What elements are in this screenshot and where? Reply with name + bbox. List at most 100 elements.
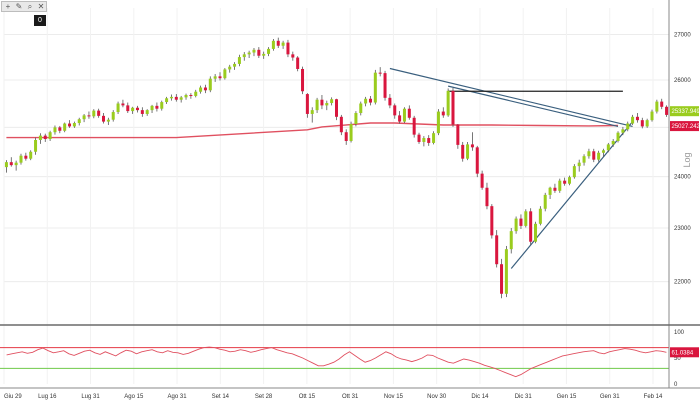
candle-up	[111, 112, 115, 120]
x-tick-label: Set 14	[212, 394, 230, 400]
candle-down	[519, 218, 523, 226]
candlestick-series	[4, 37, 669, 299]
oscillator-tick-label: 0	[674, 382, 678, 388]
candle-down	[102, 115, 106, 122]
zoom-icon[interactable]: ⌕	[27, 2, 33, 11]
candle-down	[665, 106, 669, 115]
candle-up	[179, 97, 183, 100]
candle-down	[456, 124, 460, 145]
x-tick-label: Ott 15	[299, 394, 316, 400]
candle-up	[208, 78, 212, 91]
x-tick-label: Ott 31	[342, 394, 359, 400]
candle-up	[82, 115, 86, 120]
candle-up	[14, 162, 18, 166]
candle-up	[145, 110, 149, 114]
candle-down	[9, 162, 13, 166]
trendline	[510, 121, 634, 269]
candle-down	[334, 99, 339, 117]
candle-down	[640, 120, 644, 127]
candle-down	[296, 57, 300, 69]
candle-up	[548, 187, 552, 195]
y-tick-label: 23000	[674, 226, 691, 232]
candle-down	[344, 132, 348, 141]
candle-down	[417, 134, 421, 142]
candle-down	[291, 54, 295, 58]
candle-up	[223, 69, 227, 79]
candle-up	[538, 208, 542, 224]
moving-average-layer	[6, 122, 619, 139]
candle-down	[301, 68, 305, 92]
candle-down	[276, 40, 280, 46]
candle-down	[393, 105, 397, 116]
candle-up	[402, 108, 406, 122]
candle-up	[432, 133, 436, 143]
candle-down	[529, 211, 533, 242]
candle-up	[131, 107, 135, 112]
candle-up	[160, 102, 164, 109]
candle-up	[106, 119, 110, 122]
candle-up	[262, 53, 266, 56]
candle-down	[174, 96, 178, 100]
candle-up	[567, 177, 571, 184]
candle-up	[354, 112, 358, 125]
candle-down	[189, 95, 193, 97]
x-tick-label: Nov 30	[427, 394, 447, 400]
candle-down	[218, 76, 222, 79]
last-price-tag-box	[670, 106, 699, 117]
candle-down	[470, 144, 474, 148]
candle-down	[660, 101, 664, 107]
candle-down	[485, 187, 489, 207]
crosshair-icon[interactable]: +	[5, 2, 11, 11]
candle-up	[587, 151, 591, 157]
candle-down	[320, 99, 324, 106]
candle-up	[242, 54, 246, 58]
oscillator-tick-label: 100	[674, 330, 685, 336]
candle-up	[271, 40, 275, 49]
moving-average-tag-label: 25027.2422	[672, 124, 700, 130]
candle-up	[184, 95, 188, 98]
trendline	[389, 67, 633, 128]
candle-up	[213, 76, 217, 79]
candle-up	[281, 42, 285, 46]
candle-down	[475, 147, 479, 174]
x-tick-label: Giu 29	[4, 394, 22, 400]
candle-up	[116, 103, 120, 113]
oscillator-tick-label: 50	[674, 356, 681, 362]
candle-up	[330, 99, 334, 104]
candle-up	[534, 223, 538, 242]
candle-up	[349, 124, 353, 141]
candle-up	[325, 103, 329, 106]
candle-up	[645, 120, 649, 127]
y-tick-label: 24000	[674, 175, 691, 181]
close-icon[interactable]: ✕	[37, 2, 45, 11]
trendline	[448, 85, 619, 128]
candle-up	[543, 194, 547, 209]
oscillator-value-tag-label: 61.0384	[672, 350, 694, 356]
series-badge: 0	[34, 15, 46, 26]
pencil-icon[interactable]: ✎	[15, 2, 23, 11]
candle-up	[77, 119, 81, 124]
candle-up	[558, 180, 562, 191]
moving-average-line	[6, 122, 619, 139]
candle-up	[38, 135, 42, 141]
candle-up	[582, 156, 586, 163]
candle-up	[650, 111, 654, 121]
oscillator-line	[6, 346, 667, 378]
candle-down	[461, 144, 465, 159]
candle-up	[150, 105, 154, 111]
candle-up	[626, 123, 630, 130]
candle-down	[427, 138, 431, 143]
candle-up	[247, 52, 251, 55]
candle-up	[92, 110, 96, 117]
candle-up	[315, 99, 319, 111]
candle-up	[4, 162, 8, 168]
candle-up	[267, 48, 271, 54]
candle-down	[121, 103, 125, 106]
candle-down	[495, 235, 499, 265]
candle-down	[635, 116, 639, 121]
candle-up	[19, 155, 23, 163]
candle-up	[514, 218, 518, 232]
y-tick-label: 26000	[674, 78, 691, 84]
candle-down	[87, 115, 91, 117]
